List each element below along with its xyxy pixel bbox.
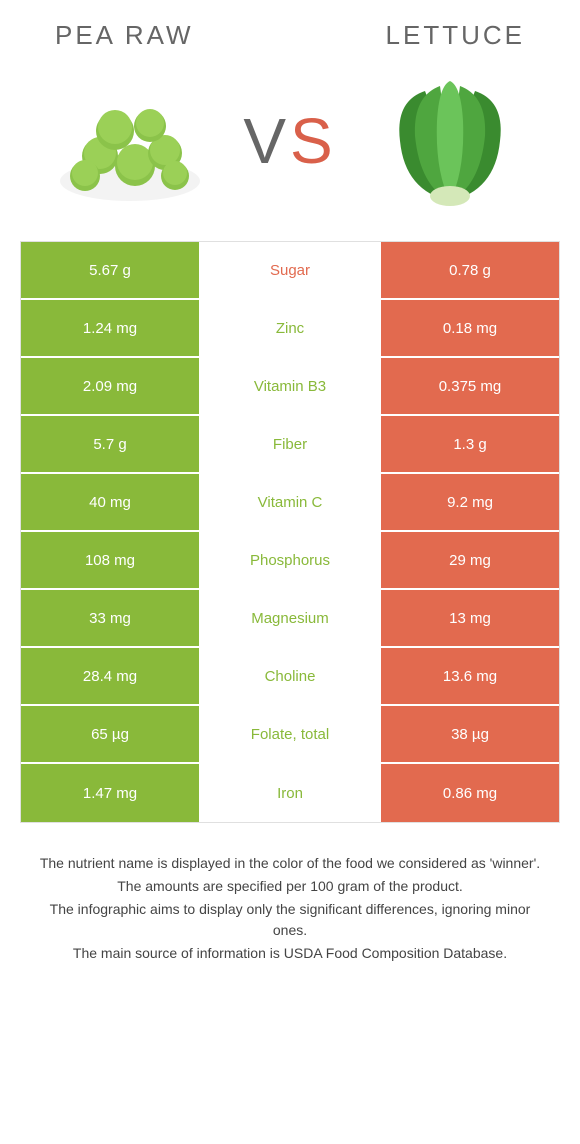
vs-s: S bbox=[290, 105, 337, 177]
left-value: 5.67 g bbox=[21, 242, 201, 298]
table-row: 108 mgPhosphorus29 mg bbox=[21, 532, 559, 590]
nutrient-table: 5.67 gSugar0.78 g1.24 mgZinc0.18 mg2.09 … bbox=[20, 241, 560, 823]
nutrient-label: Folate, total bbox=[201, 706, 379, 762]
vs-v: V bbox=[243, 105, 290, 177]
right-value: 29 mg bbox=[379, 532, 559, 588]
images-row: VS bbox=[15, 61, 565, 241]
left-value: 1.47 mg bbox=[21, 764, 201, 822]
vs-label: VS bbox=[243, 104, 336, 178]
comparison-header: Pea raw Lettuce bbox=[15, 20, 565, 61]
nutrient-label: Phosphorus bbox=[201, 532, 379, 588]
nutrient-label: Sugar bbox=[201, 242, 379, 298]
right-food-title: Lettuce bbox=[386, 20, 525, 51]
footnote-line: The nutrient name is displayed in the co… bbox=[35, 853, 545, 874]
right-value: 13.6 mg bbox=[379, 648, 559, 704]
left-value: 5.7 g bbox=[21, 416, 201, 472]
nutrient-label: Magnesium bbox=[201, 590, 379, 646]
left-value: 40 mg bbox=[21, 474, 201, 530]
footnote-line: The infographic aims to display only the… bbox=[35, 899, 545, 941]
right-value: 9.2 mg bbox=[379, 474, 559, 530]
left-value: 33 mg bbox=[21, 590, 201, 646]
pea-image bbox=[45, 71, 215, 211]
table-row: 5.7 gFiber1.3 g bbox=[21, 416, 559, 474]
nutrient-label: Iron bbox=[201, 764, 379, 822]
left-value: 2.09 mg bbox=[21, 358, 201, 414]
right-value: 0.18 mg bbox=[379, 300, 559, 356]
right-value: 1.3 g bbox=[379, 416, 559, 472]
table-row: 5.67 gSugar0.78 g bbox=[21, 242, 559, 300]
table-row: 40 mgVitamin C9.2 mg bbox=[21, 474, 559, 532]
table-row: 1.24 mgZinc0.18 mg bbox=[21, 300, 559, 358]
footnote-block: The nutrient name is displayed in the co… bbox=[15, 823, 565, 964]
lettuce-image bbox=[365, 71, 535, 211]
left-value: 1.24 mg bbox=[21, 300, 201, 356]
nutrient-label: Vitamin C bbox=[201, 474, 379, 530]
left-value: 28.4 mg bbox=[21, 648, 201, 704]
left-food-title: Pea raw bbox=[55, 20, 194, 51]
table-row: 65 µgFolate, total38 µg bbox=[21, 706, 559, 764]
nutrient-label: Choline bbox=[201, 648, 379, 704]
table-row: 1.47 mgIron0.86 mg bbox=[21, 764, 559, 822]
left-value: 65 µg bbox=[21, 706, 201, 762]
right-value: 0.86 mg bbox=[379, 764, 559, 822]
right-value: 0.78 g bbox=[379, 242, 559, 298]
nutrient-label: Fiber bbox=[201, 416, 379, 472]
footnote-line: The amounts are specified per 100 gram o… bbox=[35, 876, 545, 897]
footnote-line: The main source of information is USDA F… bbox=[35, 943, 545, 964]
table-row: 2.09 mgVitamin B30.375 mg bbox=[21, 358, 559, 416]
nutrient-label: Vitamin B3 bbox=[201, 358, 379, 414]
right-value: 38 µg bbox=[379, 706, 559, 762]
table-row: 33 mgMagnesium13 mg bbox=[21, 590, 559, 648]
nutrient-label: Zinc bbox=[201, 300, 379, 356]
right-value: 0.375 mg bbox=[379, 358, 559, 414]
right-value: 13 mg bbox=[379, 590, 559, 646]
table-row: 28.4 mgCholine13.6 mg bbox=[21, 648, 559, 706]
left-value: 108 mg bbox=[21, 532, 201, 588]
